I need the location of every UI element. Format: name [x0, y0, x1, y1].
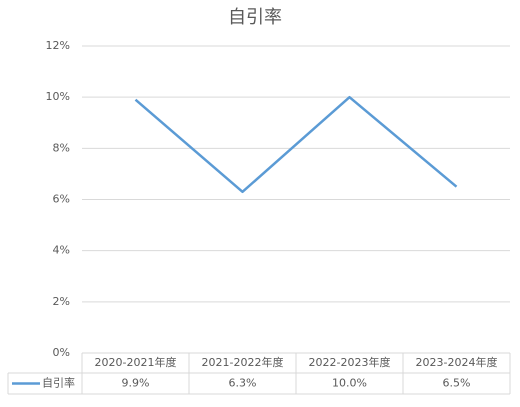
y-tick-label: 4%	[53, 244, 70, 257]
x-tick-label: 2020-2021年度	[95, 355, 177, 369]
line	[134, 95, 458, 194]
y-tick-label: 0%	[53, 346, 70, 359]
chart-title: 自引率	[228, 7, 282, 28]
table-value: 6.3%	[229, 377, 257, 390]
table-value: 9.9%	[122, 377, 150, 390]
legend-label: 自引率	[42, 376, 75, 390]
x-tick-label: 2021-2022年度	[202, 355, 284, 369]
y-tick-label: 12%	[46, 39, 70, 52]
y-tick-label: 10%	[46, 90, 70, 103]
x-tick-label: 2022-2023年度	[309, 355, 391, 369]
y-tick-label: 8%	[53, 141, 70, 154]
table-value: 6.5%	[443, 377, 471, 390]
table-value: 10.0%	[332, 377, 367, 390]
y-tick-label: 2%	[53, 295, 70, 308]
y-tick-label: 6%	[53, 193, 70, 206]
x-tick-label: 2023-2024年度	[416, 355, 498, 369]
